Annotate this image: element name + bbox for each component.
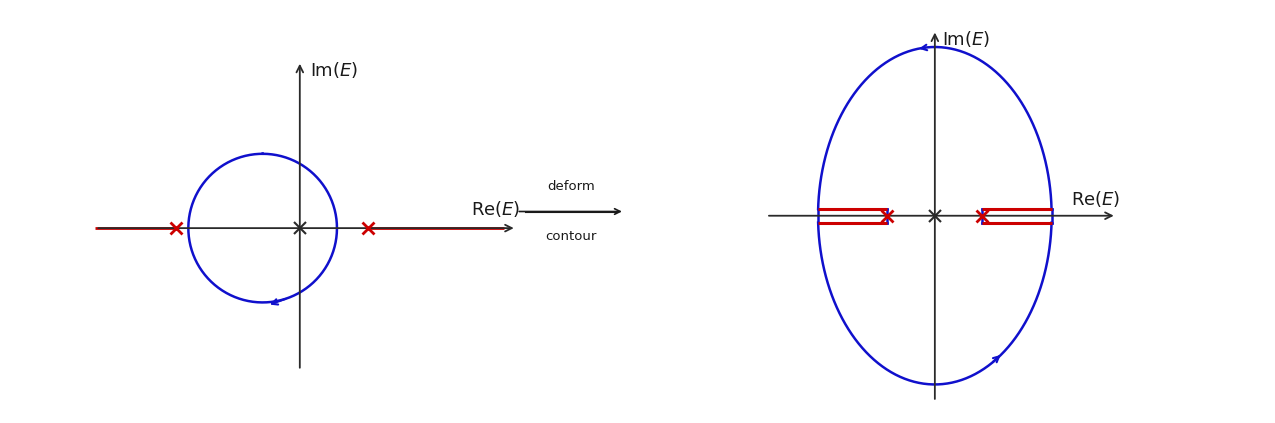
Text: $\mathrm{Re}(E)$: $\mathrm{Re}(E)$: [1071, 189, 1121, 209]
Text: $\mathrm{Im}(E)$: $\mathrm{Im}(E)$: [310, 60, 358, 80]
Text: $\mathrm{Re}(E)$: $\mathrm{Re}(E)$: [470, 200, 520, 220]
Text: $\mathrm{Im}(E)$: $\mathrm{Im}(E)$: [942, 29, 989, 49]
Text: contour: contour: [546, 230, 597, 243]
Text: deform: deform: [547, 180, 595, 193]
